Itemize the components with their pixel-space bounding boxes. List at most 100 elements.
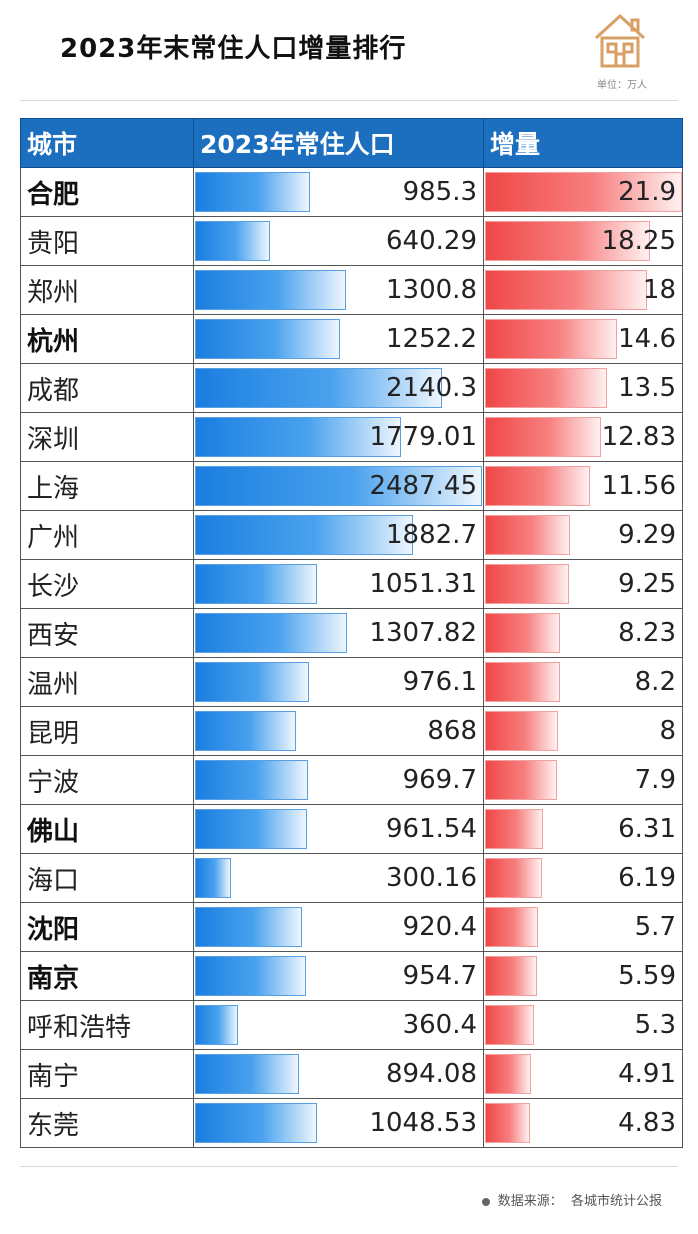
population-cell: 976.1 [193,657,484,707]
city-cell: 呼和浩特 [20,1000,194,1050]
population-bar [195,270,346,310]
city-cell: 郑州 [20,265,194,315]
column-header-city: 城市 [20,118,194,168]
city-cell: 上海 [20,461,194,511]
increase-cell: 7.9 [483,755,683,805]
increase-cell: 14.6 [483,314,683,364]
increase-cell: 5.7 [483,902,683,952]
population-value: 894.08 [386,1059,477,1089]
table-row: 海口 300.16 6.19 [20,853,683,903]
increase-cell: 12.83 [483,412,683,462]
population-value: 1300.8 [386,275,477,305]
population-bar [195,907,302,947]
population-cell: 985.3 [193,167,484,217]
city-cell: 沈阳 [20,902,194,952]
population-table: 城市 2023年常住人口 增量 合肥 985.3 21.9 贵阳 640.29 18.25… [20,118,683,1148]
city-cell: 长沙 [20,559,194,609]
column-header-population: 2023年常住人口 [193,118,484,168]
population-cell: 1252.2 [193,314,484,364]
increase-cell: 8.2 [483,657,683,707]
increase-cell: 6.19 [483,853,683,903]
population-value: 1051.31 [369,569,477,599]
increase-value: 12.83 [601,422,676,452]
city-cell: 南京 [20,951,194,1001]
population-bar [195,368,442,408]
increase-cell: 9.25 [483,559,683,609]
increase-value: 6.31 [618,814,676,844]
population-value: 920.4 [402,912,477,942]
population-value: 969.7 [402,765,477,795]
population-cell: 894.08 [193,1049,484,1099]
unit-label: 单位：万人 [597,80,647,91]
increase-value: 5.7 [634,912,676,942]
table-row: 郑州 1300.8 18 [20,265,683,315]
population-value: 2140.3 [386,373,477,403]
population-value: 954.7 [402,961,477,991]
table-row: 呼和浩特 360.4 5.3 [20,1000,683,1050]
table-row: 深圳 1779.01 12.83 [20,412,683,462]
increase-bar [485,907,538,947]
population-cell: 969.7 [193,755,484,805]
city-cell: 合肥 [20,167,194,217]
increase-bar [485,417,601,457]
city-cell: 西安 [20,608,194,658]
increase-value: 21.9 [618,177,676,207]
table-row: 沈阳 920.4 5.7 [20,902,683,952]
population-value: 976.1 [402,667,477,697]
house-icon [594,13,646,68]
source-text: 各城市统计公报 [570,1194,662,1209]
population-bar [195,1103,317,1143]
increase-bar [485,221,650,261]
increase-cell: 18.25 [483,216,683,266]
population-bar [195,1054,299,1094]
population-bar [195,662,309,702]
increase-bar [485,956,537,996]
city-cell: 昆明 [20,706,194,756]
population-value: 985.3 [402,177,477,207]
table-row: 宁波 969.7 7.9 [20,755,683,805]
population-cell: 961.54 [193,804,484,854]
population-bar [195,172,310,212]
population-cell: 1779.01 [193,412,484,462]
table-row: 上海 2487.45 11.56 [20,461,683,511]
population-value: 640.29 [386,226,477,256]
population-value: 2487.45 [369,471,477,501]
increase-cell: 9.29 [483,510,683,560]
increase-value: 14.6 [618,324,676,354]
source-label: 数据来源： [497,1194,563,1209]
increase-bar [485,858,542,898]
increase-bar [485,564,569,604]
column-header-increase: 增量 [483,118,683,168]
population-bar [195,466,482,506]
increase-bar [485,809,543,849]
table-row: 合肥 985.3 21.9 [20,167,683,217]
city-cell: 广州 [20,510,194,560]
population-value: 1779.01 [369,422,477,452]
page-title: 2023年末常住人口增量排行 [60,34,407,64]
source-note: 数据来源： 各城市统计公报 [481,1190,662,1209]
population-cell: 1048.53 [193,1098,484,1148]
population-value: 1882.7 [386,520,477,550]
increase-bar [485,515,570,555]
population-cell: 1307.82 [193,608,484,658]
increase-value: 9.25 [618,569,676,599]
increase-value: 8.2 [634,667,676,697]
increase-value: 7.9 [634,765,676,795]
population-cell: 360.4 [193,1000,484,1050]
table-row: 温州 976.1 8.2 [20,657,683,707]
increase-value: 13.5 [618,373,676,403]
increase-cell: 11.56 [483,461,683,511]
population-bar [195,564,317,604]
city-cell: 温州 [20,657,194,707]
city-cell: 东莞 [20,1098,194,1148]
increase-cell: 6.31 [483,804,683,854]
city-cell: 宁波 [20,755,194,805]
population-value: 300.16 [386,863,477,893]
increase-cell: 4.91 [483,1049,683,1099]
increase-cell: 4.83 [483,1098,683,1148]
table-row: 南京 954.7 5.59 [20,951,683,1001]
increase-value: 5.59 [618,961,676,991]
population-bar [195,711,296,751]
population-bar [195,221,270,261]
city-cell: 佛山 [20,804,194,854]
